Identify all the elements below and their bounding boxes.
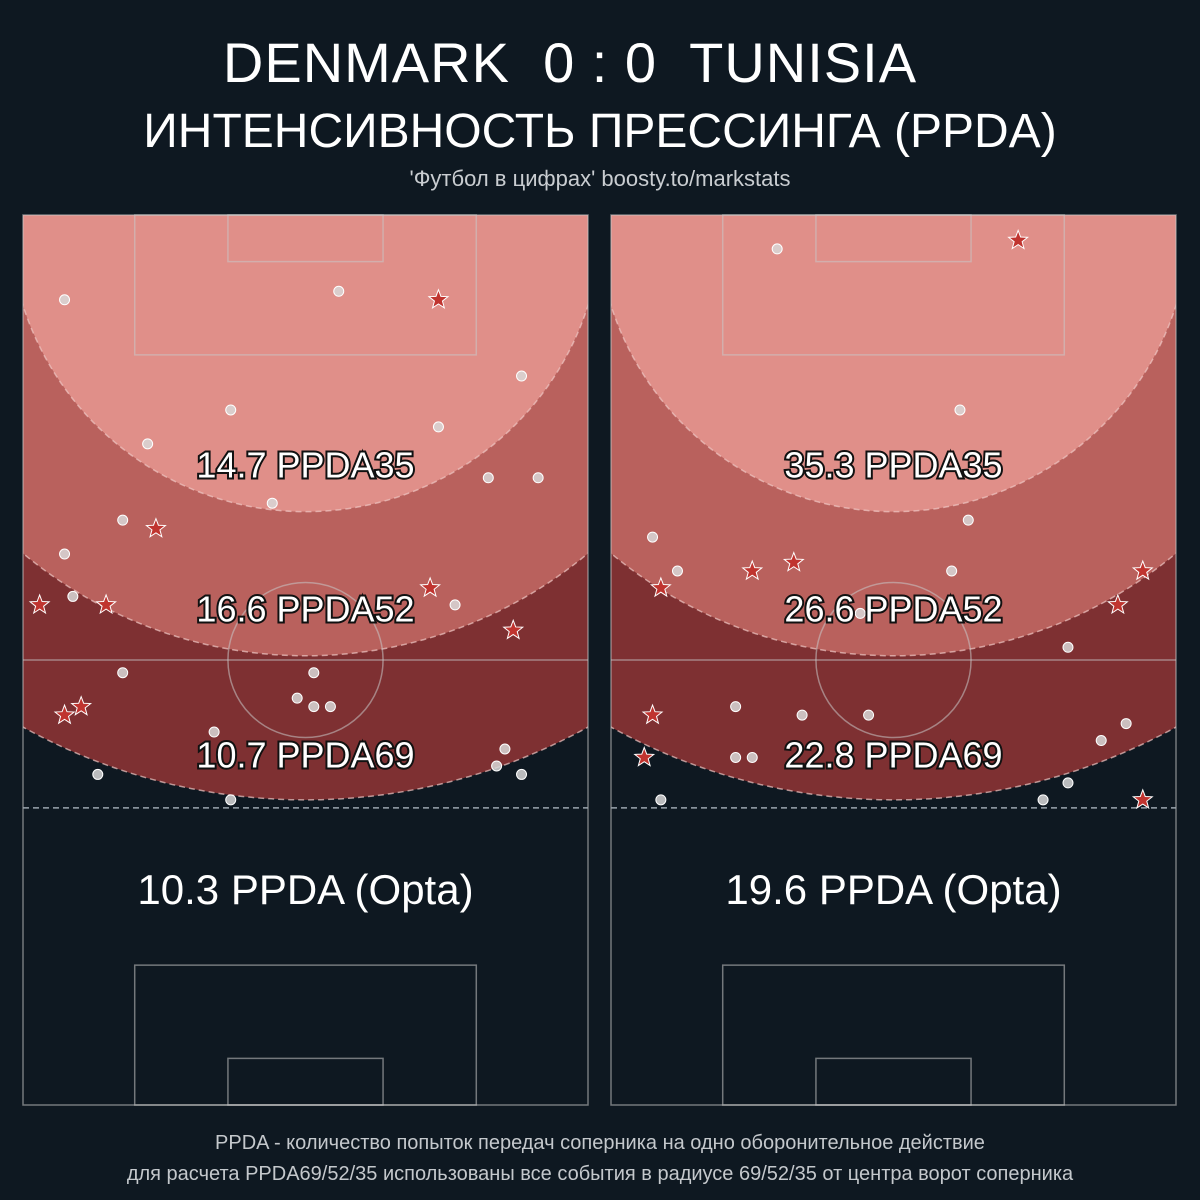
event-dot: [59, 548, 71, 560]
event-dot: [863, 709, 875, 721]
event-star: [70, 695, 93, 716]
header: DENMARK 0 : 0 TUNISIA ИНТЕНСИВНОСТЬ ПРЕС…: [0, 0, 1200, 210]
event-dot: [796, 709, 808, 721]
event-points: [633, 229, 1154, 810]
event-dot: [516, 768, 528, 780]
zone-35: [23, 215, 588, 513]
event-dot: [1120, 718, 1132, 730]
event-dot: [449, 599, 461, 611]
event-dot: [730, 701, 742, 713]
event-star: [28, 593, 51, 615]
away-team: TUNISIA: [689, 31, 918, 94]
score: 0 : 0: [543, 31, 658, 94]
chart-subtitle: ИНТЕНСИВНОСТЬ ПРЕССИНГА (PPDA): [143, 105, 1057, 158]
event-dot: [291, 692, 303, 704]
ppda-opta-label: 10.3 PPDA (Opta): [137, 866, 473, 913]
event-dot: [1037, 794, 1049, 806]
event-dot: [225, 794, 237, 806]
event-star: [502, 618, 525, 640]
footer: PPDA - количество попыток передач соперн…: [0, 1128, 1200, 1190]
event-dot: [117, 667, 129, 679]
event-dot: [655, 794, 667, 806]
event-dot: [532, 472, 544, 484]
event-star: [95, 593, 117, 615]
event-dot: [730, 751, 742, 763]
event-dot: [746, 751, 758, 763]
event-dot: [432, 421, 444, 433]
ppda-opta-label: 19.6 PPDA (Opta): [725, 866, 1061, 913]
event-dot: [516, 370, 528, 382]
centre-circle: [227, 581, 384, 739]
event-star: [633, 746, 656, 767]
event-star: [1007, 229, 1029, 250]
pitch-denmark: 14.7 PPDA35 16.6 PPDA52 10.7 PPDA69 10.3 PP…: [22, 214, 589, 1106]
goal-area-bottom: [227, 1057, 384, 1106]
event-dot: [671, 565, 683, 577]
ppda35-label: 14.7 PPDA35: [196, 445, 414, 486]
ppda35-label: 35.3 PPDA35: [784, 445, 1002, 486]
event-dot: [59, 294, 71, 306]
event-dot: [854, 607, 866, 619]
pitch-tunisia: 35.3 PPDA35 26.6 PPDA52 22.8 PPDA69 19.6 PP…: [610, 214, 1177, 1106]
event-dot: [491, 760, 503, 772]
goal-area-bottom: [815, 1057, 972, 1106]
event-star: [641, 703, 664, 725]
centre-circle: [815, 581, 972, 739]
event-star: [1131, 559, 1154, 581]
event-dot: [946, 565, 958, 577]
event-dot: [117, 514, 129, 526]
event-dot: [208, 726, 220, 738]
event-star: [1106, 593, 1129, 615]
event-star: [1131, 788, 1154, 810]
event-points: [28, 285, 544, 806]
event-dot: [308, 667, 320, 679]
event-dot: [499, 743, 511, 755]
match-title: DENMARK 0 : 0 TUNISIA: [0, 30, 1140, 95]
press-zones: [611, 215, 1176, 801]
pitch-lines: [22, 214, 589, 1106]
event-star: [53, 703, 76, 725]
event-dot: [225, 404, 237, 416]
event-star: [741, 559, 764, 581]
footer-line-1: PPDA - количество попыток передач соперн…: [215, 1132, 985, 1154]
event-dot: [647, 531, 659, 543]
event-dot: [1095, 735, 1107, 747]
pitch-lines: [610, 214, 1177, 1106]
event-star: [419, 576, 441, 598]
event-dot: [142, 438, 154, 450]
zone-35: [611, 215, 1176, 513]
event-dot: [324, 701, 336, 713]
event-dot: [954, 404, 966, 416]
event-dot: [67, 590, 79, 602]
event-dot: [771, 243, 783, 255]
event-dot: [962, 514, 974, 526]
ppda69-label: 10.7 PPDA69: [196, 735, 414, 776]
event-dot: [333, 285, 345, 297]
goal-area-top: [227, 214, 384, 263]
event-dot: [1062, 641, 1074, 653]
event-star: [145, 517, 167, 538]
event-dot: [1062, 777, 1074, 789]
event-dot: [266, 497, 278, 509]
event-dot: [482, 472, 494, 484]
credit-text: 'Футбол в цифрах' boosty.to/markstats: [409, 166, 791, 191]
press-zones: [23, 215, 588, 801]
event-star: [649, 576, 672, 598]
ppda69-label: 22.8 PPDA69: [784, 735, 1002, 776]
goal-area-top: [815, 214, 972, 263]
home-team: DENMARK: [222, 31, 510, 94]
footer-line-2: для расчета PPDA69/52/35 использованы вс…: [126, 1163, 1074, 1185]
event-star: [782, 551, 805, 572]
event-dot: [308, 701, 320, 713]
event-dot: [92, 768, 104, 780]
event-star: [427, 288, 450, 310]
ppda52-label: 26.6 PPDA52: [784, 589, 1002, 630]
ppda52-label: 16.6 PPDA52: [196, 589, 414, 630]
